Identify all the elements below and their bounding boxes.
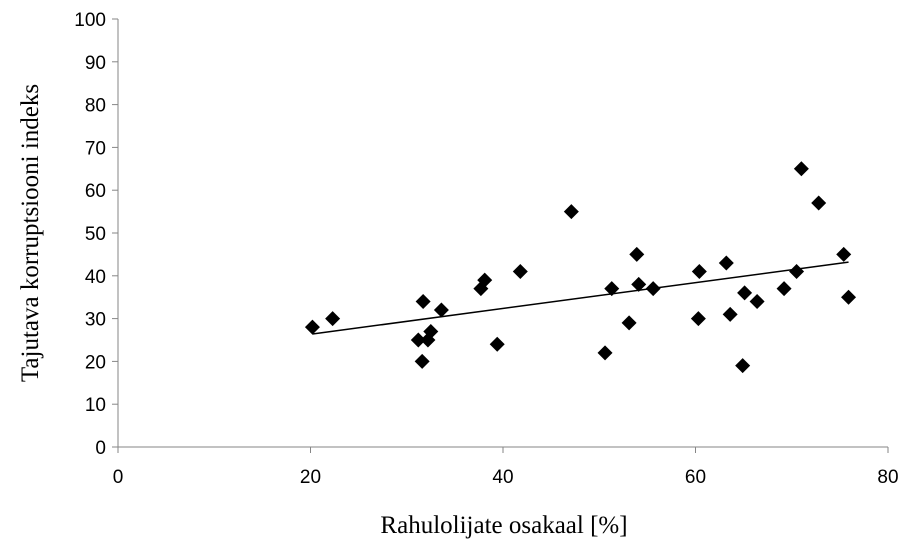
data-point (325, 311, 341, 327)
data-point (722, 306, 738, 322)
y-tick-label: 100 (74, 10, 106, 31)
data-point (433, 302, 449, 318)
data-point (691, 264, 707, 280)
x-tick-label: 20 (300, 467, 321, 488)
data-point (415, 293, 431, 309)
data-point (477, 272, 493, 288)
data-point (631, 276, 647, 292)
y-tick-label: 60 (85, 181, 106, 202)
y-tick-label: 80 (85, 96, 106, 117)
axes (112, 18, 889, 453)
data-point (841, 289, 857, 305)
data-point (621, 315, 637, 331)
x-tick-label: 40 (492, 467, 513, 488)
data-point (718, 255, 734, 271)
y-tick-label: 0 (95, 438, 106, 459)
x-tick-label: 0 (113, 467, 124, 488)
data-point (604, 281, 620, 297)
y-tick-label: 30 (85, 310, 106, 331)
x-axis-title: Rahulolijate osakaal [%] (380, 512, 627, 539)
data-point (423, 323, 439, 339)
data-point (304, 319, 320, 335)
trendline-layer (312, 261, 849, 335)
data-point (629, 246, 645, 262)
x-tick-label: 60 (685, 467, 706, 488)
y-tick-label: 50 (85, 224, 106, 245)
data-point (793, 161, 809, 177)
data-point (645, 281, 661, 297)
data-point (690, 311, 706, 327)
data-point (563, 204, 579, 220)
data-point (410, 332, 426, 348)
data-point (776, 281, 792, 297)
trendline (312, 261, 849, 335)
y-tick-label: 90 (85, 53, 106, 74)
data-point (789, 264, 805, 280)
y-tick-label: 40 (85, 267, 106, 288)
data-point (414, 353, 430, 369)
data-point (512, 264, 528, 280)
y-tick-label: 10 (85, 395, 106, 416)
data-point (836, 246, 852, 262)
data-points (304, 161, 857, 374)
y-axis-title: Tajutava korruptsiooni indeks (17, 84, 44, 382)
y-tick-label: 20 (85, 352, 106, 373)
data-point (737, 285, 753, 301)
data-point (597, 345, 613, 361)
data-point (735, 358, 751, 374)
data-point (489, 336, 505, 352)
x-tick-label: 80 (877, 467, 898, 488)
y-tick-label: 70 (85, 138, 106, 159)
tick-labels: 0 10 20 30 40 50 60 70 80 90 100 0 20 40 60 80 (74, 10, 898, 488)
data-point (811, 195, 827, 211)
data-point (749, 293, 765, 309)
